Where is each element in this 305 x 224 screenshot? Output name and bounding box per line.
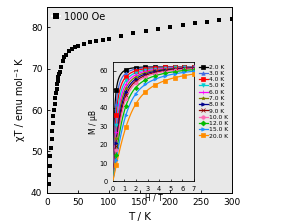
Y-axis label: χT / emu mol⁻¹ K: χT / emu mol⁻¹ K: [15, 58, 25, 141]
Legend: 1000 Oe: 1000 Oe: [52, 12, 105, 22]
X-axis label: T / K: T / K: [128, 212, 151, 222]
